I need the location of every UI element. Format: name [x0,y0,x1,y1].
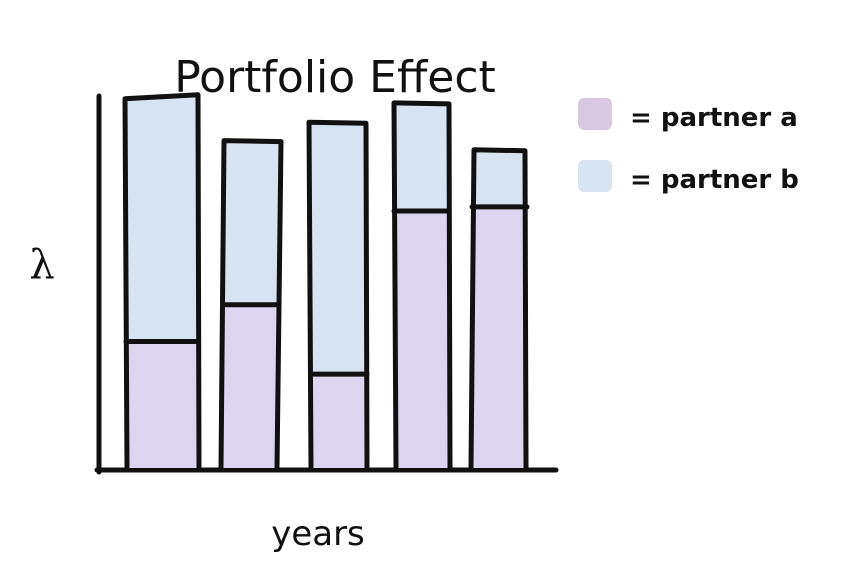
bar-1-partner-b [126,96,198,342]
bar-5-outline [468,147,529,471]
bar-5-partner-b [472,149,527,207]
bar-1-outline [122,92,202,471]
bar-4-partner-a [394,210,448,468]
bar-4-outline [391,100,453,471]
y-axis-label: λ [29,242,54,288]
bar-1-partner-a [126,341,198,468]
chart-title: Portfolio Effect [174,52,496,103]
legend: = partner a = partner b [578,98,799,195]
legend-swatch-partner-b [578,160,612,192]
bar-3-outline [306,119,370,471]
legend-swatch-partner-a [578,98,612,130]
bar-2-partner-a [223,304,279,468]
bar-3-partner-a [311,374,367,468]
x-axis-label: years [271,514,365,554]
bar-4-partner-b [394,104,448,211]
bar-2-outline [218,138,284,471]
bar-2-partner-b [223,141,279,305]
bar-5-partner-a [472,206,527,468]
legend-label-partner-b: = partner b [630,165,799,195]
bar-3-partner-b [311,121,367,375]
bars-group [122,92,530,471]
legend-label-partner-a: = partner a [630,103,798,133]
